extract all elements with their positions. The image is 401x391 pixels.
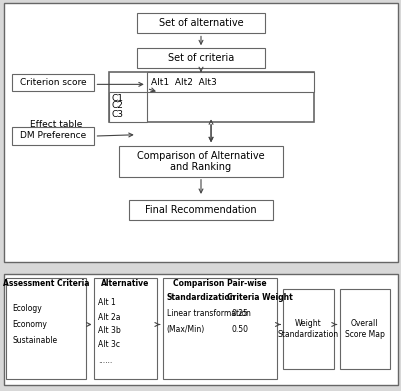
Bar — [136, 48, 265, 68]
Text: Criteria Weight: Criteria Weight — [227, 293, 292, 302]
Text: Alt 3b: Alt 3b — [98, 326, 121, 335]
Text: C2: C2 — [111, 101, 124, 110]
Text: Set of criteria: Set of criteria — [168, 53, 233, 63]
Bar — [12, 127, 94, 145]
Text: Linear transformation: Linear transformation — [166, 309, 250, 318]
Bar — [108, 72, 313, 122]
Bar — [108, 92, 146, 122]
Text: Criterion score: Criterion score — [20, 78, 86, 87]
Text: Weight
Standardization: Weight Standardization — [277, 319, 338, 339]
Text: Set of alternative: Set of alternative — [158, 18, 243, 29]
Text: 0.50: 0.50 — [231, 325, 247, 334]
Text: Effect table: Effect table — [30, 120, 82, 129]
Text: Alt1  Alt2  Alt3: Alt1 Alt2 Alt3 — [150, 78, 216, 87]
Text: Final Recommendation: Final Recommendation — [145, 204, 256, 215]
Bar — [283, 289, 333, 369]
Bar — [6, 278, 86, 378]
Text: Alt 2a: Alt 2a — [98, 312, 121, 322]
Text: Sustainable: Sustainable — [12, 336, 57, 345]
Text: ......: ...... — [98, 356, 112, 365]
Bar — [94, 278, 156, 378]
Bar — [339, 289, 389, 369]
Bar — [118, 146, 283, 177]
Bar — [162, 278, 277, 378]
Text: (Max/Min): (Max/Min) — [166, 325, 205, 334]
Bar — [146, 72, 313, 92]
Text: C3: C3 — [111, 110, 124, 119]
Text: Comparison of Alternative
and Ranking: Comparison of Alternative and Ranking — [137, 151, 264, 172]
Text: Assessment Criteria: Assessment Criteria — [3, 279, 89, 288]
Text: Overall
Score Map: Overall Score Map — [344, 319, 384, 339]
Bar — [128, 199, 273, 220]
Text: Alt 1: Alt 1 — [98, 298, 116, 307]
Text: 0.25: 0.25 — [231, 309, 247, 318]
Text: Alt 3c: Alt 3c — [98, 340, 120, 349]
Text: C1: C1 — [111, 93, 124, 102]
Text: Alternative: Alternative — [101, 279, 150, 288]
Bar — [12, 74, 94, 91]
Text: DM Preference: DM Preference — [20, 131, 86, 140]
Text: Comparison Pair-wise: Comparison Pair-wise — [173, 279, 266, 288]
Text: Economy: Economy — [12, 320, 47, 329]
Text: Ecology: Ecology — [12, 304, 42, 313]
Text: Standardization: Standardization — [166, 293, 235, 302]
Bar — [136, 13, 265, 34]
